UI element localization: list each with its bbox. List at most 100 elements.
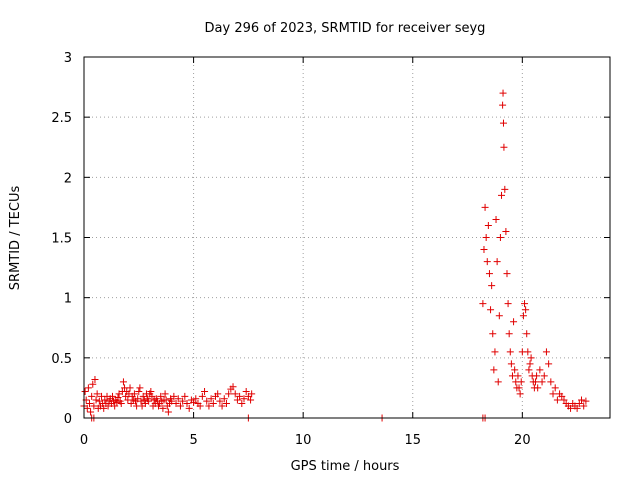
data-point	[214, 390, 222, 398]
y-tick-labels: 0 0.5 1 1.5 2 2.5 3	[51, 51, 72, 427]
data-point	[159, 404, 167, 412]
data-point	[502, 227, 510, 235]
data-point	[198, 392, 206, 400]
data-point	[84, 384, 92, 392]
y-tick-label: 1	[64, 292, 72, 307]
data-point	[236, 392, 244, 400]
data-point	[135, 388, 143, 396]
plot-frame	[83, 56, 611, 419]
data-point	[222, 400, 230, 408]
data-point	[190, 398, 198, 406]
chart-title: Day 296 of 2023, SRMTID for receiver sey…	[205, 21, 486, 36]
data-point	[490, 366, 498, 374]
data-point	[162, 396, 170, 404]
data-point	[174, 395, 182, 403]
data-point	[248, 390, 256, 398]
x-tick-label: 15	[404, 433, 421, 448]
y-tick-label: 2.5	[51, 111, 72, 126]
data-point	[81, 388, 89, 396]
data-point	[172, 400, 180, 408]
x-tick-label: 10	[295, 433, 312, 448]
data-point	[185, 404, 193, 412]
data-point	[496, 234, 504, 241]
data-point	[176, 402, 184, 410]
y-tick-label: 3	[64, 51, 72, 66]
data-point	[238, 400, 246, 408]
data-point	[117, 400, 125, 408]
data-point	[505, 330, 513, 338]
data-point	[499, 119, 507, 127]
data-point	[242, 388, 250, 396]
data-point	[136, 384, 144, 392]
data-point	[183, 400, 191, 408]
x-axis-label: GPS time / hours	[291, 459, 400, 474]
data-point	[203, 397, 211, 405]
data-point	[580, 402, 588, 410]
data-point	[573, 404, 581, 412]
data-point	[499, 89, 507, 97]
data-point	[90, 402, 98, 410]
data-point	[481, 203, 489, 211]
data-point	[229, 383, 237, 391]
data-point	[240, 395, 248, 403]
data-point	[536, 366, 544, 374]
data-point	[130, 390, 138, 398]
data-point	[487, 306, 495, 314]
data-point	[501, 185, 509, 193]
y-axis-label: SRMTID / TECUs	[8, 186, 23, 291]
data-point	[485, 270, 493, 278]
data-point	[89, 380, 97, 388]
data-point	[567, 404, 575, 412]
data-point	[558, 392, 566, 400]
data-point	[527, 354, 535, 362]
data-point	[480, 246, 488, 254]
data-point	[521, 300, 529, 308]
data-point	[488, 282, 496, 290]
data-point	[100, 404, 108, 412]
data-point	[216, 397, 224, 405]
data-point	[161, 390, 169, 398]
data-point	[179, 397, 187, 405]
y-tick-label: 0	[64, 412, 72, 427]
data-point	[506, 348, 514, 356]
data-point	[231, 390, 239, 398]
data-point	[560, 396, 568, 404]
data-point	[233, 396, 241, 404]
data-point	[205, 402, 213, 410]
grid-lines	[84, 57, 610, 418]
data-point	[542, 348, 550, 356]
data-point	[517, 378, 525, 386]
data-point	[524, 348, 532, 356]
data-point	[168, 397, 176, 405]
data-point	[114, 394, 122, 402]
data-point	[88, 392, 96, 400]
data-point	[207, 395, 215, 403]
data-point	[140, 396, 148, 404]
data-point	[483, 258, 491, 266]
data-point	[108, 392, 116, 400]
data-point	[482, 234, 490, 241]
data-point	[504, 300, 512, 308]
data-point	[93, 390, 101, 398]
data-point	[201, 388, 209, 396]
data-point	[519, 312, 527, 320]
data-point	[531, 378, 539, 386]
y-tick-label: 2	[64, 171, 72, 186]
data-point	[498, 191, 506, 199]
data-point	[147, 388, 155, 396]
data-point	[489, 330, 497, 338]
x-tick-label: 0	[80, 433, 88, 448]
data-point	[92, 396, 100, 404]
data-point	[126, 384, 134, 392]
data-point	[181, 392, 189, 400]
data-point	[578, 396, 586, 404]
data-point	[145, 397, 153, 405]
data-point	[507, 360, 515, 368]
data-point	[164, 408, 172, 416]
data-point	[148, 392, 156, 400]
data-point	[484, 221, 492, 229]
data-point	[111, 402, 119, 410]
data-point	[525, 366, 533, 374]
x-tick-label: 20	[514, 433, 531, 448]
data-point	[514, 372, 522, 380]
